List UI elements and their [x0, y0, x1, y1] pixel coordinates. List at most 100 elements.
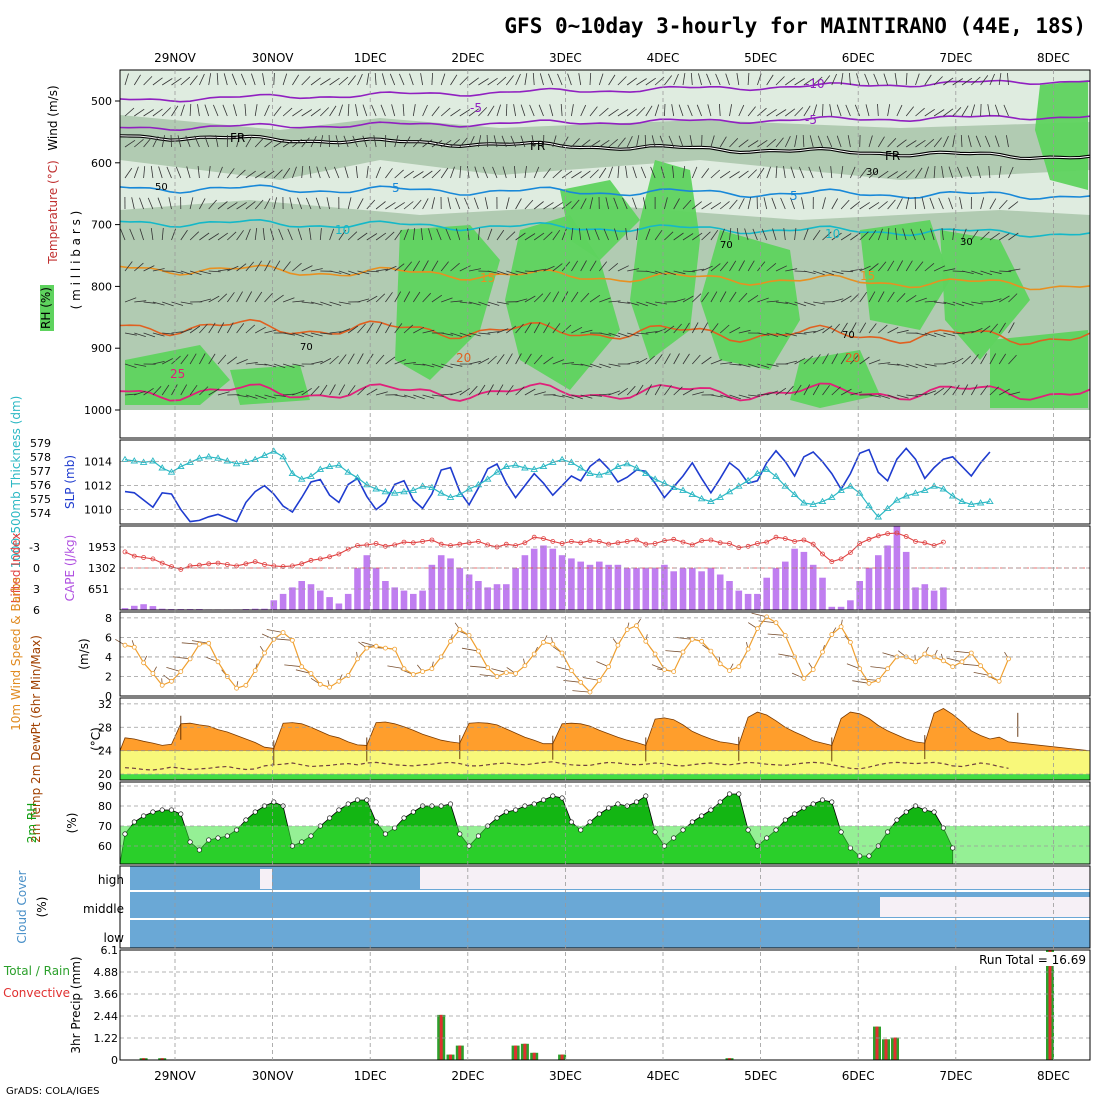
upper-barb: [199, 73, 205, 86]
upper-barb: [617, 165, 620, 179]
upper-barb: [845, 104, 851, 117]
upper-barb: [999, 388, 1010, 396]
upper-barb: [352, 135, 358, 148]
upper-barb: [534, 268, 547, 272]
upper-tick-label: 500: [91, 95, 112, 108]
upper-barb: [980, 75, 989, 86]
upper-barb: [673, 386, 683, 396]
upper-barb: [403, 324, 414, 334]
upper-barb: [366, 73, 370, 86]
upper-barb: [701, 202, 712, 210]
rh-point: [829, 799, 835, 805]
temp-ylabel: 2m Temp 2m DewPt (6hr Min/Max): [29, 635, 43, 843]
upper-barb: [168, 197, 172, 210]
upper-barb: [736, 73, 740, 86]
rh-point: [680, 827, 686, 833]
upper-barb: [468, 136, 475, 148]
cape-bar: [940, 587, 947, 610]
panel-frame-upper: [119, 69, 1091, 439]
upper-barb: [524, 295, 536, 303]
upper-barb: [245, 228, 251, 241]
upper-barb: [310, 360, 323, 365]
upper-barb: [152, 77, 163, 86]
upper-barb: [785, 108, 796, 117]
upper-barb: [240, 73, 247, 86]
upper-barb: [329, 331, 342, 334]
wind-speed-point: [262, 650, 267, 656]
upper-barb: [375, 232, 387, 241]
precip-tick-label: 2.44: [94, 1010, 119, 1023]
rh-point: [764, 835, 770, 841]
upper-barb: [989, 323, 999, 334]
upper-barb: [887, 228, 890, 241]
upper-barb: [171, 384, 178, 396]
upper-barb: [254, 260, 262, 272]
contour-label-12: 20: [456, 351, 471, 365]
upper-barb: [571, 260, 579, 272]
rh-point: [178, 811, 184, 817]
rh-point: [819, 797, 825, 803]
upper-barb: [905, 106, 915, 117]
upper-barb: [236, 394, 249, 398]
wind-barb: [767, 633, 786, 636]
thickness-point: [539, 462, 548, 470]
upper-barb: [664, 231, 674, 241]
upper-barb: [459, 332, 472, 338]
upper-barb: [673, 323, 682, 334]
upper-barb: [534, 391, 546, 396]
upper-barb: [440, 107, 451, 117]
upper-barb: [915, 107, 925, 117]
upper-barb: [301, 332, 314, 338]
rh-ylabel-unit: (%): [65, 813, 79, 834]
upper-barb: [309, 166, 312, 179]
upper-barb: [812, 384, 820, 396]
upper-barb: [264, 329, 277, 334]
wind-speed-point: [885, 666, 890, 672]
upper-barb: [915, 393, 928, 396]
upper-barb: [812, 76, 823, 86]
upper-barb: [678, 135, 684, 148]
upper-barb: [170, 134, 172, 148]
rh-point: [689, 819, 695, 825]
upper-barb: [794, 78, 805, 86]
upper-barb: [515, 323, 524, 334]
lifted-index-point: [150, 556, 156, 562]
upper-barb: [617, 137, 626, 148]
cape-bar: [307, 584, 315, 610]
upper-barb: [952, 301, 965, 307]
lifted-index-point: [699, 538, 704, 544]
upper-barb: [747, 169, 757, 179]
upper-barb: [515, 232, 526, 241]
upper-barb: [654, 270, 667, 276]
thickness-point: [223, 457, 232, 464]
upper-barb: [673, 353, 680, 365]
contour-label-14: 25: [170, 367, 185, 381]
upper-barb: [431, 394, 444, 397]
wind-speed-point: [680, 649, 686, 655]
upper-barb: [645, 105, 653, 117]
upper-barb: [380, 104, 386, 117]
cape-tick-label: 1302: [88, 562, 116, 575]
upper-barb: [967, 135, 972, 148]
upper-barb: [580, 260, 587, 272]
upper-barb: [533, 322, 541, 334]
upper-barb: [905, 169, 915, 179]
upper-barb: [961, 228, 967, 241]
precip-conv-bar: [1048, 950, 1052, 1060]
upper-barb: [560, 103, 563, 117]
upper-barb: [608, 262, 619, 272]
upper-barb: [877, 103, 879, 117]
upper-barb: [701, 265, 713, 272]
rh-point: [401, 815, 407, 821]
upper-barb: [394, 169, 404, 179]
upper-barb: [887, 327, 899, 334]
thickness-point: [893, 496, 901, 503]
date-label-top: 1DEC: [354, 51, 387, 65]
upper-barb: [441, 332, 454, 336]
upper-barb: [673, 270, 686, 275]
thickness-point: [409, 486, 418, 493]
upper-barb: [478, 301, 490, 307]
upper-barb: [970, 104, 976, 117]
upper-barb: [905, 197, 910, 210]
upper-barb: [292, 363, 305, 367]
